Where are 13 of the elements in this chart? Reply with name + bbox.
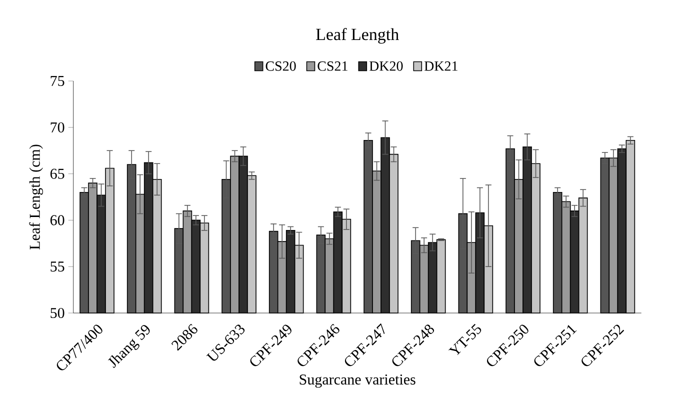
legend-label: DK21: [424, 61, 458, 71]
y-axis-title: Leaf Length (cm): [29, 144, 43, 250]
y-tick-label: 70: [50, 122, 64, 132]
y-tick-label: 65: [50, 168, 64, 179]
legend-label: DK20: [369, 61, 403, 71]
y-tick-label: 60: [50, 215, 64, 226]
chart-title: Leaf Length: [316, 28, 399, 44]
y-tick-label: 75: [50, 76, 64, 86]
legend-label: CS21: [318, 61, 348, 71]
y-tick-label: 55: [50, 262, 64, 272]
y-tick-label: 50: [50, 308, 64, 318]
x-axis-title: Sugarcane varieties: [300, 374, 416, 388]
legend-label: CS20: [266, 61, 296, 71]
